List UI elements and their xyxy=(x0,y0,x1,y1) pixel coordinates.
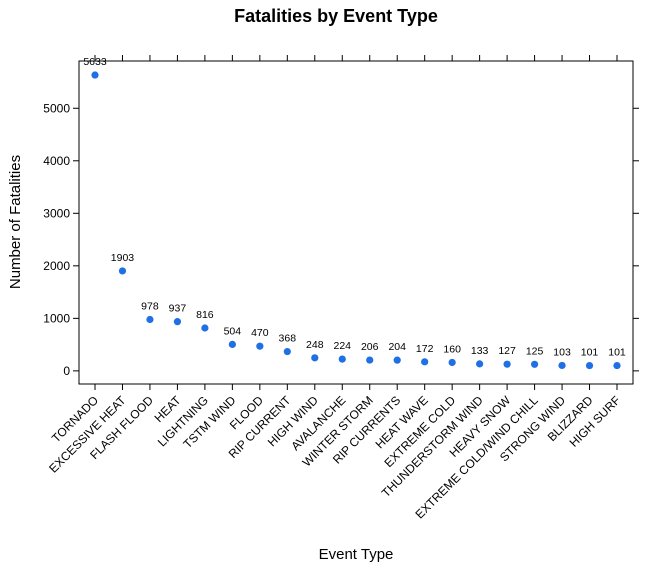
data-label: 937 xyxy=(169,303,187,315)
y-tick-label: 1000 xyxy=(43,311,70,325)
data-label: 816 xyxy=(196,309,214,321)
data-label: 1903 xyxy=(111,252,135,264)
y-axis: 0 1000 2000 3000 4000 5000 xyxy=(43,101,639,378)
data-points: 5633 1903 978 937 816 504 470 368 248 224 206 204 17… xyxy=(83,56,626,370)
data-label: 160 xyxy=(443,343,461,355)
data-label: 978 xyxy=(141,301,159,313)
data-point xyxy=(530,360,539,368)
data-label: 368 xyxy=(279,333,297,345)
data-point xyxy=(256,342,264,350)
data-point xyxy=(146,315,154,324)
data-label: 206 xyxy=(361,341,379,353)
data-label: 204 xyxy=(388,341,406,353)
data-label: 127 xyxy=(498,345,516,357)
data-label: 470 xyxy=(251,327,269,339)
y-tick-label: 3000 xyxy=(43,206,70,220)
data-point xyxy=(338,355,346,363)
y-tick-label: 0 xyxy=(63,364,70,378)
data-point xyxy=(311,354,319,362)
data-point xyxy=(613,361,621,370)
plot-frame xyxy=(78,60,634,385)
data-point xyxy=(118,267,127,275)
y-axis-label: Number of Fatalities xyxy=(7,155,24,289)
data-label: 125 xyxy=(526,345,544,357)
data-point xyxy=(393,356,401,364)
data-label: 101 xyxy=(581,347,599,359)
data-point xyxy=(283,347,291,356)
data-point xyxy=(558,361,566,370)
data-label: 248 xyxy=(306,339,324,351)
data-label: 504 xyxy=(224,325,242,337)
data-point xyxy=(585,361,594,370)
x-axis-label: Event Type xyxy=(319,546,394,563)
data-point xyxy=(91,71,99,79)
data-point xyxy=(476,360,484,368)
data-label: 133 xyxy=(471,345,489,357)
data-point xyxy=(448,358,456,367)
data-point xyxy=(173,318,182,326)
data-label: 101 xyxy=(608,347,626,359)
data-point xyxy=(503,360,511,368)
data-point xyxy=(366,356,374,364)
data-label: 103 xyxy=(553,346,571,358)
data-label: 224 xyxy=(333,340,351,352)
data-label: 172 xyxy=(416,343,434,355)
data-point xyxy=(228,340,236,348)
data-label: 5633 xyxy=(83,56,107,68)
chart-title: Fatalities by Event Type xyxy=(234,6,438,26)
data-point xyxy=(421,358,429,366)
y-tick-label: 5000 xyxy=(43,101,70,115)
y-tick-label: 2000 xyxy=(43,259,70,273)
data-point xyxy=(201,324,209,332)
y-tick-label: 4000 xyxy=(43,154,70,168)
